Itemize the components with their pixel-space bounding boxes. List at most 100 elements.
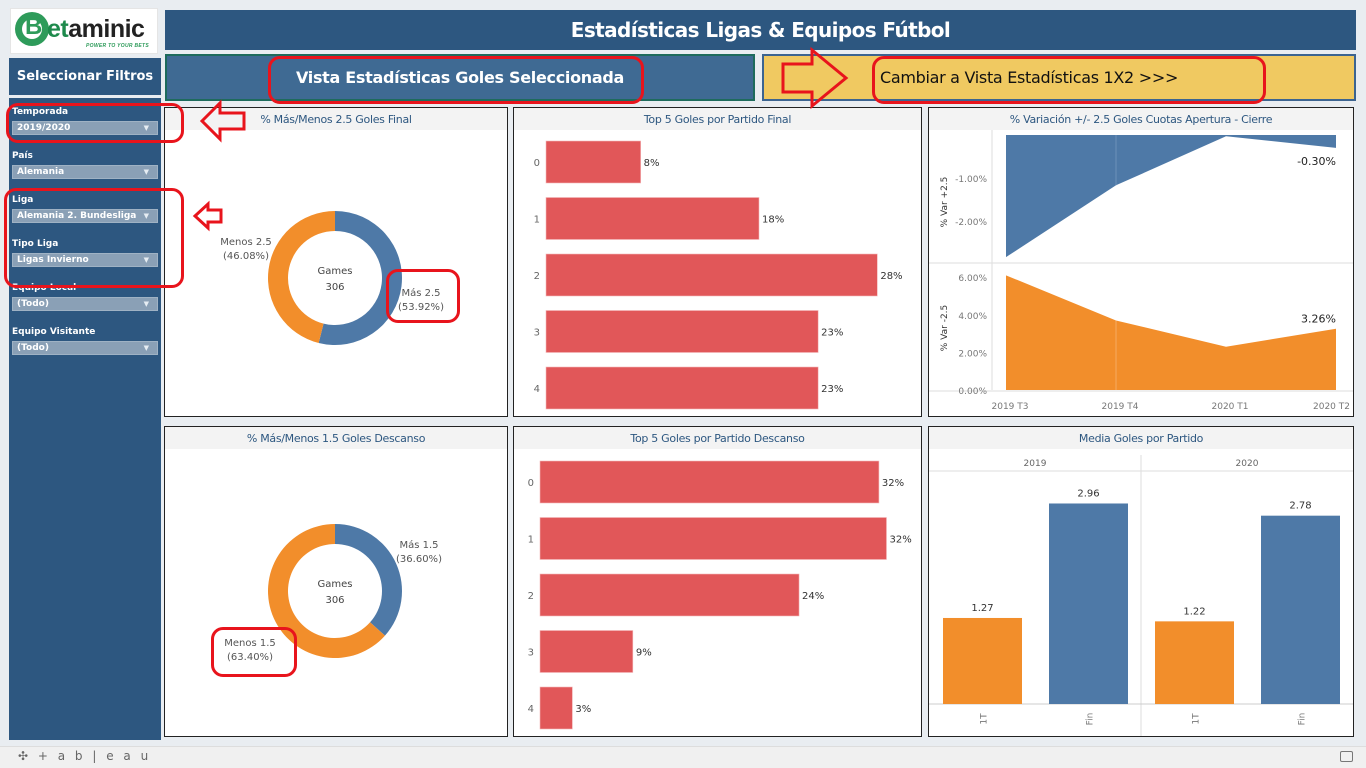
- filter-value: 2019/2020: [17, 123, 71, 133]
- filter-equipo-visitante-dropdown[interactable]: (Todo) ▼: [12, 341, 158, 355]
- area-var-chart: -1.00% -2.00% % Var +2.5 -0.30% 6.00% 4.00% 2.…: [929, 130, 1353, 412]
- y-tick-label: 6.00%: [958, 274, 987, 284]
- bar: [539, 630, 634, 673]
- bar-value-label: 18%: [762, 215, 784, 226]
- filter-value: (Todo): [17, 343, 49, 353]
- filter-label: Equipo Local: [12, 283, 77, 293]
- end-value-label: -0.30%: [1297, 155, 1336, 168]
- category-label: 3: [528, 648, 534, 659]
- category-label: 1: [534, 215, 540, 226]
- switch-view-1x2-button[interactable]: Cambiar a Vista Estadísticas 1X2 >>>: [762, 54, 1356, 101]
- category-label: 1: [528, 535, 534, 546]
- slice-percent: (46.08%): [223, 251, 269, 262]
- logo-circle-icon: [15, 12, 49, 46]
- filter-label: Equipo Visitante: [12, 327, 96, 337]
- donut-slice: [318, 211, 402, 345]
- filter-pais: País Alemania ▼: [12, 151, 158, 179]
- chevron-down-icon: ▼: [143, 344, 149, 352]
- filter-value: Alemania: [17, 167, 65, 177]
- filter-value: Alemania 2. Bundesliga: [17, 211, 137, 221]
- panel-title: Top 5 Goles por Partido Descanso: [514, 427, 921, 449]
- tableau-asterisk-icon: ✣: [18, 749, 32, 763]
- current-view-banner: Vista Estadísticas Goles Seleccionada: [165, 54, 755, 101]
- center-value: 306: [325, 595, 344, 606]
- bar: [943, 617, 1022, 704]
- y-axis-title: % Var +2.5: [940, 177, 950, 228]
- filter-tipo-liga-dropdown[interactable]: Ligas Invierno ▼: [12, 253, 158, 267]
- bars-half-chart: 0 32% 1 32% 2 24% 3 9% 4 3%: [528, 460, 912, 730]
- panel-title: % Más/Menos 2.5 Goles Final: [165, 108, 507, 130]
- center-label: Games: [318, 579, 353, 590]
- bar-value-label: 1.22: [1183, 606, 1205, 617]
- bar-value-label: 9%: [636, 648, 652, 659]
- slice-label: Menos 1.5: [224, 638, 276, 649]
- center-label: Games: [318, 266, 353, 277]
- slice-percent: (63.40%): [227, 652, 273, 663]
- filter-label: Liga: [12, 195, 34, 205]
- x-tick-label: 2019 T4: [1102, 402, 1139, 412]
- category-label: 0: [528, 478, 534, 489]
- category-label: 3: [534, 328, 540, 339]
- filter-tipo-liga: Tipo Liga Ligas Invierno ▼: [12, 239, 158, 267]
- chevron-down-icon: ▼: [143, 212, 149, 220]
- filter-pais-dropdown[interactable]: Alemania ▼: [12, 165, 158, 179]
- filter-label: Temporada: [12, 107, 69, 117]
- slice-label: Más 1.5: [399, 539, 438, 551]
- group-label: 2019: [1024, 459, 1047, 469]
- bar: [545, 253, 878, 297]
- fullscreen-icon[interactable]: [1340, 751, 1353, 762]
- filter-label: País: [12, 151, 33, 161]
- bar: [539, 517, 887, 560]
- group-label: 2020: [1236, 459, 1259, 469]
- x-tick-label: 2020 T1: [1212, 402, 1249, 412]
- panel-title: Top 5 Goles por Partido Final: [514, 108, 921, 130]
- bar: [1049, 503, 1128, 704]
- filter-temporada-dropdown[interactable]: 2019/2020 ▼: [12, 121, 158, 135]
- x-tick-label: 2019 T3: [992, 402, 1029, 412]
- bars-final-chart: 0 8% 1 18% 2 28% 3 23% 4 23%: [534, 140, 903, 410]
- bar-value-label: 32%: [889, 535, 911, 546]
- donut-slice: [267, 211, 335, 343]
- slice-percent: (36.60%): [396, 554, 442, 565]
- logo-name-green: et: [47, 15, 69, 43]
- center-value: 306: [325, 282, 344, 293]
- y-tick-label: 2.00%: [958, 349, 987, 359]
- category-label: 4: [528, 704, 534, 715]
- tableau-footer: [0, 746, 1366, 768]
- chevron-down-icon: ▼: [143, 124, 149, 132]
- bar: [1155, 621, 1234, 704]
- logo-tagline: POWER TO YOUR BETS: [86, 43, 149, 49]
- bar-value-label: 8%: [644, 158, 660, 169]
- filter-label: Tipo Liga: [12, 239, 59, 249]
- tableau-wordmark: + a b | e a u: [37, 749, 152, 763]
- chevron-down-icon: ▼: [143, 256, 149, 264]
- panel-area-var: % Variación +/- 2.5 Goles Cuotas Apertur…: [928, 107, 1354, 417]
- filter-liga-dropdown[interactable]: Alemania 2. Bundesliga ▼: [12, 209, 158, 223]
- slice-label: Más 2.5: [401, 287, 440, 299]
- betaminic-logo[interactable]: B etaminic POWER TO YOUR BETS: [10, 8, 158, 54]
- donut-slice: [268, 524, 385, 658]
- category-label: 4: [534, 384, 540, 395]
- bar: [545, 366, 819, 410]
- bar: [545, 310, 819, 353]
- x-tick-label: Fin: [1086, 713, 1096, 726]
- filter-equipo-local-dropdown[interactable]: (Todo) ▼: [12, 297, 158, 311]
- bar-value-label: 24%: [802, 591, 824, 602]
- filter-temporada: Temporada 2019/2020 ▼: [12, 107, 158, 135]
- bar-value-label: 2.96: [1077, 488, 1099, 499]
- bar: [539, 686, 573, 730]
- chevron-down-icon: ▼: [143, 300, 149, 308]
- panel-title: Media Goles por Partido: [929, 427, 1353, 449]
- media-goles-chart: 2019 1.27 1T 2.96 Fin 2020 1.22 1T 2.78 Fin: [929, 455, 1353, 736]
- logo-letter: B: [25, 13, 43, 40]
- area-var-plus: [1006, 135, 1336, 258]
- tableau-logo[interactable]: ✣ + a b | e a u: [18, 749, 151, 763]
- donut-slice: [335, 524, 402, 636]
- y-tick-label: 0.00%: [958, 387, 987, 397]
- area-var-minus: [1006, 275, 1336, 390]
- logo-name: etaminic: [47, 15, 145, 44]
- category-label: 0: [534, 158, 540, 169]
- x-tick-label: Fin: [1298, 713, 1308, 726]
- slice-label: Menos 2.5: [220, 237, 272, 248]
- filter-liga: Liga Alemania 2. Bundesliga ▼: [12, 195, 158, 223]
